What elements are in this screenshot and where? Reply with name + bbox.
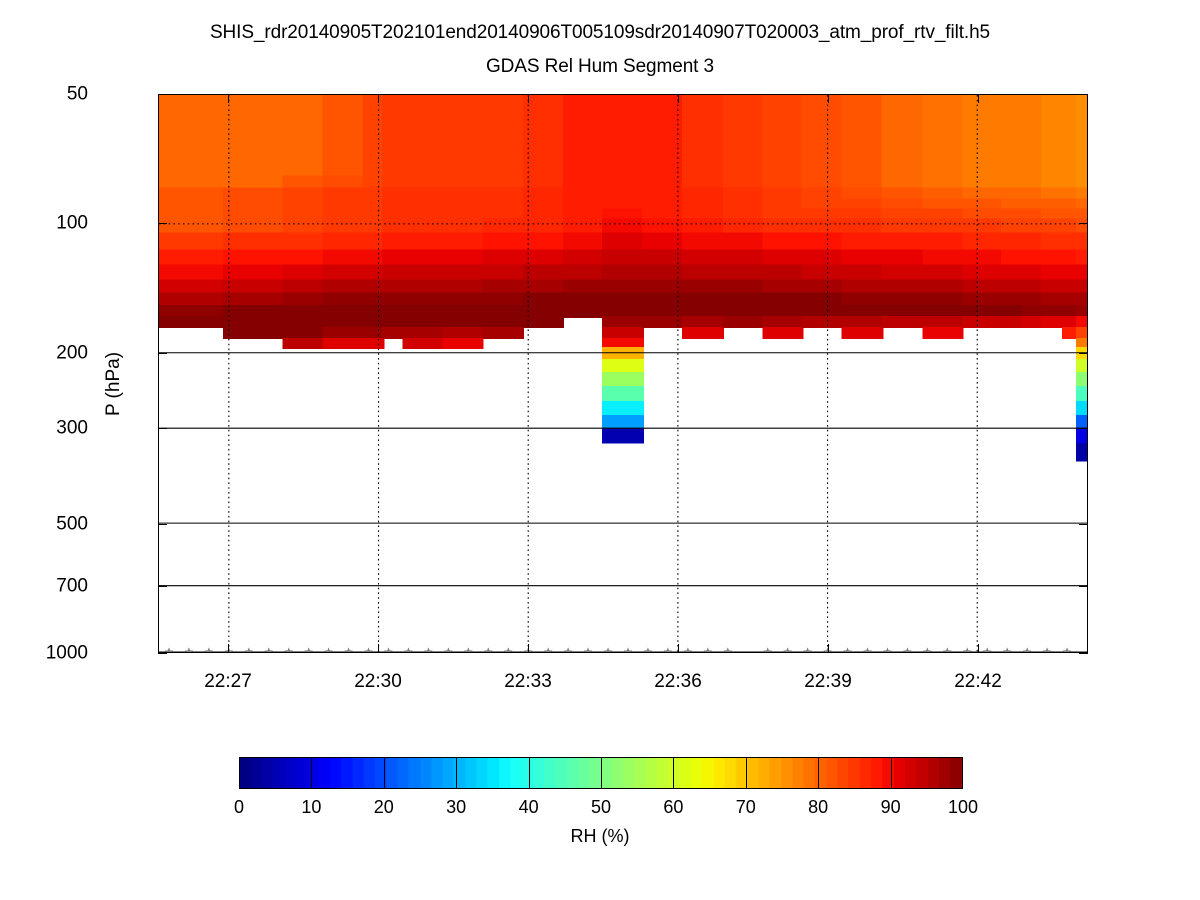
x-tick-mark-top-22-42 — [978, 94, 979, 103]
y-tick-mark-200 — [158, 352, 167, 354]
y-tick-mark-right-300 — [1079, 428, 1088, 430]
y-tick-mark-right-1000 — [1079, 653, 1088, 654]
x-tick-label-22-39: 22:39 — [804, 671, 852, 692]
colorbar-tick-40 — [528, 757, 530, 789]
y-tick-mark-right-50 — [1079, 94, 1088, 95]
x-tick-mark-top-22-30 — [378, 94, 379, 103]
y-tick-label-300: 300 — [56, 417, 88, 439]
y-tick-mark-right-200 — [1079, 352, 1088, 354]
colorbar-tick-60 — [673, 757, 675, 789]
y-tick-label-50: 50 — [66, 83, 88, 105]
colorbar-tick-label-0: 0 — [233, 797, 245, 817]
y-tick-mark-100 — [158, 223, 167, 225]
colorbar-tick-label-30: 30 — [446, 797, 467, 817]
x-tick-mark-top-22-39 — [828, 94, 829, 103]
colorbar-tick-label-70: 70 — [735, 797, 756, 817]
main-axes — [158, 94, 1088, 653]
x-tick-mark-bottom-22-33 — [528, 644, 529, 653]
y-tick-mark-1000 — [158, 653, 167, 654]
x-tick-label-22-30: 22:30 — [354, 671, 402, 692]
x-tick-mark-top-22-36 — [678, 94, 679, 103]
y-tick-mark-700 — [158, 586, 167, 588]
x-tick-mark-bottom-22-39 — [828, 644, 829, 653]
x-tick-label-22-27: 22:27 — [204, 671, 252, 692]
x-tick-mark-bottom-22-36 — [678, 644, 679, 653]
x-tick-label-22-42: 22:42 — [954, 671, 1002, 692]
y-tick-mark-right-700 — [1079, 586, 1088, 588]
y-tick-label-1000: 1000 — [45, 642, 88, 664]
y-tick-label-200: 200 — [56, 342, 88, 364]
x-tick-mark-top-22-27 — [228, 94, 229, 103]
x-tick-mark-bottom-22-30 — [378, 644, 379, 653]
heatmap-plot-area — [159, 95, 1087, 652]
colorbar-tick-30 — [456, 757, 458, 789]
colorbar-tick-label-90: 90 — [880, 797, 901, 817]
x-tick-mark-bottom-22-42 — [978, 644, 979, 653]
colorbar-tick-90 — [890, 757, 892, 789]
y-tick-mark-300 — [158, 428, 167, 430]
y-tick-label-100: 100 — [56, 212, 88, 234]
colorbar-tick-label-80: 80 — [808, 797, 829, 817]
colorbar-tick-80 — [818, 757, 820, 789]
y-tick-label-700: 700 — [56, 575, 88, 597]
colorbar-tick-label-40: 40 — [518, 797, 539, 817]
y-tick-mark-500 — [158, 523, 167, 525]
x-tick-label-22-33: 22:33 — [504, 671, 552, 692]
colorbar-tick-label-20: 20 — [373, 797, 394, 817]
x-tick-label-22-36: 22:36 — [654, 671, 702, 692]
y-tick-mark-right-100 — [1079, 223, 1088, 225]
y-axis-label: P (hPa) — [103, 351, 124, 417]
colorbar-tick-50 — [601, 757, 602, 789]
colorbar-tick-20 — [383, 757, 385, 789]
colorbar-tick-label-10: 10 — [301, 797, 322, 817]
y-tick-label-500: 500 — [56, 513, 88, 535]
colorbar-tick-label-50: 50 — [590, 797, 612, 817]
y-tick-mark-50 — [158, 94, 167, 95]
y-tick-mark-right-500 — [1079, 523, 1088, 525]
figure-title-line2: GDAS Rel Hum Segment 3 — [486, 56, 714, 77]
colorbar-tick-10 — [311, 757, 313, 789]
colorbar-tick-label-60: 60 — [663, 797, 684, 817]
x-tick-mark-top-22-33 — [528, 94, 529, 103]
colorbar-tick-70 — [745, 757, 747, 789]
figure-title-line1: SHIS_rdr20140905T202101end20140906T00510… — [209, 22, 991, 43]
x-tick-mark-bottom-22-27 — [228, 644, 229, 653]
colorbar-tick-label-100: 100 — [947, 797, 979, 817]
colorbar-title: RH (%) — [570, 826, 630, 846]
